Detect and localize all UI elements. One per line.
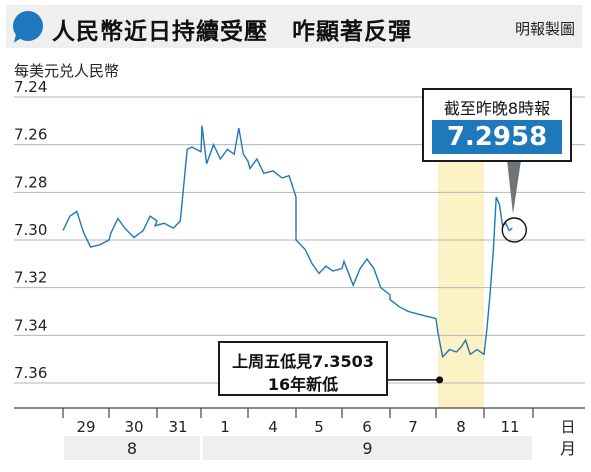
x-tick-label: 11 (500, 418, 519, 436)
low-marker (436, 376, 444, 384)
y-tick-label: 7.24 (14, 78, 47, 96)
low-callout-line1: 上周五低見7.3503 (220, 348, 386, 372)
x-tick-label: 6 (362, 418, 372, 436)
callout-pointer (507, 160, 521, 214)
latest-quote-value: 7.2958 (432, 120, 562, 154)
chart-credit: 明報製圖 (514, 20, 575, 38)
y-tick-label: 7.36 (14, 364, 47, 382)
latest-quote-marker (501, 217, 527, 243)
x-tick-label: 7 (408, 418, 418, 436)
x-tick-label: 30 (124, 418, 143, 436)
latest-quote-label: 截至昨晚8時報 (443, 99, 551, 118)
month-band (203, 436, 532, 460)
x-tick-label: 1 (220, 418, 230, 436)
month-band (64, 436, 200, 460)
y-tick-label: 7.34 (14, 316, 47, 334)
month-label: 9 (362, 439, 372, 458)
low-callout-value: 7.3503 (312, 352, 374, 371)
low-callout: 上周五低見7.3503 16年新低 (218, 341, 388, 396)
x-tick-label: 31 (168, 418, 187, 436)
highlight-band (438, 158, 484, 408)
series-line (62, 125, 513, 359)
y-axis-label: 每美元兑人民幣 (14, 62, 120, 80)
chart-title: 人民幣近日持續受壓 咋顯著反彈 (52, 18, 412, 45)
x-tick-label: 5 (314, 418, 324, 436)
low-callout-prefix: 上周五低見 (232, 352, 313, 371)
title-bar (6, 5, 582, 48)
y-tick-label: 7.26 (14, 126, 47, 144)
y-tick-label: 7.32 (14, 269, 47, 287)
x-tick-label: 4 (268, 418, 278, 436)
latest-quote-callout: 截至昨晚8時報 7.2958 (422, 88, 572, 162)
speech-bubble-icon (13, 11, 43, 41)
low-callout-line2: 16年新低 (267, 375, 339, 394)
x-tick-label: 8 (456, 418, 466, 436)
x-unit-month: 月 (560, 439, 576, 458)
y-tick-label: 7.30 (14, 221, 47, 239)
x-tick-label: 29 (76, 418, 95, 436)
x-unit-day: 日 (560, 418, 575, 436)
y-tick-label: 7.28 (14, 173, 47, 191)
month-label: 8 (127, 439, 137, 458)
